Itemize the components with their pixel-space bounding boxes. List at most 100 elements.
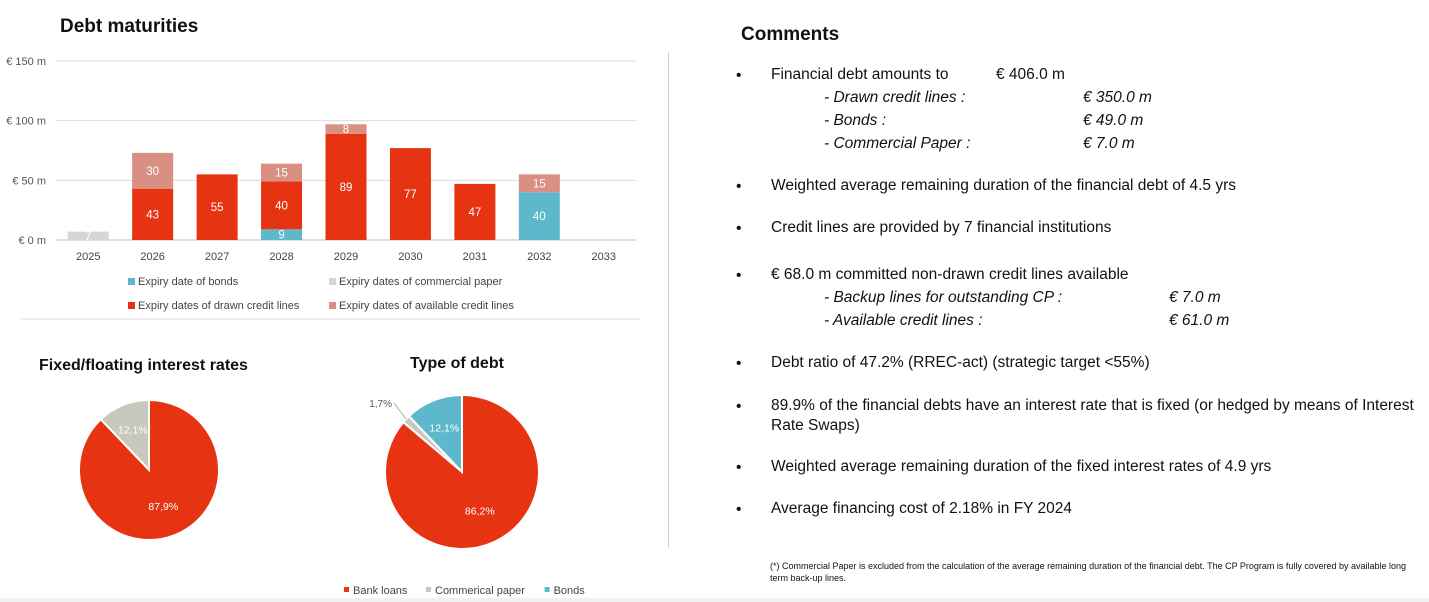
bar-data-label: 40: [275, 200, 288, 212]
comment-item: Financial debt amounts to € 406.0 m: [771, 65, 1421, 85]
breakdown-label: - Backup lines for outstanding CP :: [824, 289, 1063, 306]
pie-slice: [407, 393, 463, 475]
comment-value: € 406.0 m: [996, 66, 1065, 83]
bar-data-label: 8: [343, 124, 349, 136]
x-tick-label: 2025: [76, 251, 100, 263]
legend-swatch: [344, 587, 349, 592]
bar-segment: [389, 148, 431, 240]
type-of-debt-legend: Bank loans Commerical paper Bonds: [344, 585, 586, 597]
bar-segment: [261, 181, 303, 230]
x-tick-label: 2027: [205, 251, 229, 263]
comment-item: Weighted average remaining duration of t…: [771, 458, 1272, 475]
bullet-icon: •: [736, 398, 742, 415]
fixed-floating-title: Fixed/floating interest rates: [39, 357, 248, 374]
comment-item: Debt ratio of 47.2% (RREC-act) (strategi…: [771, 354, 1150, 371]
legend-swatch: [128, 278, 135, 285]
bullet-icon: •: [736, 267, 742, 284]
x-tick-label: 2026: [140, 251, 164, 263]
breakdown-value: € 49.0 m: [1083, 112, 1144, 129]
pie-data-label: 12,1%: [118, 425, 148, 437]
breakdown-label: - Commercial Paper :: [824, 135, 971, 152]
pie-data-label: 1,7%: [369, 399, 392, 410]
leader-line: [393, 402, 407, 420]
y-tick-label: € 50 m: [12, 175, 46, 187]
bar-data-label: 9: [278, 230, 284, 242]
bar-data-label: 77: [404, 189, 417, 201]
breakdown-label: - Bonds :: [824, 112, 887, 129]
bar-segment: [454, 183, 496, 240]
bullet-icon: •: [736, 220, 742, 237]
y-tick-label: € 150 m: [6, 56, 46, 68]
y-tick-label: € 0 m: [18, 235, 46, 247]
bar-segment: [196, 174, 238, 240]
vertical-divider: [668, 52, 669, 548]
legend-label: Expiry dates of available credit lines: [339, 300, 514, 312]
y-tick-label: € 100 m: [6, 116, 46, 128]
comment-item: Credit lines are provided by 7 financial…: [771, 219, 1112, 236]
bar-segment: [325, 133, 367, 240]
breakdown-value: € 61.0 m: [1169, 312, 1230, 329]
type-of-debt-pie: 1,7% 12,1% 86,2%: [369, 393, 540, 550]
bar-segment: [518, 174, 560, 193]
comment-item: Weighted average remaining duration of t…: [771, 177, 1236, 194]
legend-label: Expiry date of bonds: [138, 276, 239, 288]
x-tick-label: 2033: [592, 251, 616, 263]
breakdown-value: € 7.0 m: [1169, 289, 1221, 306]
breakdown-label: - Available credit lines :: [824, 312, 983, 329]
legend-label: Commerical paper: [435, 585, 525, 597]
x-tick-label: 2030: [398, 251, 422, 263]
bullet-icon: •: [736, 178, 742, 195]
bottom-bar: [0, 598, 1429, 602]
comment-item: 89.9% of the financial debts have an int…: [771, 397, 1414, 434]
legend-swatch: [329, 278, 336, 285]
x-tick-label: 2032: [527, 251, 551, 263]
bullet-icon: •: [736, 67, 742, 84]
legend-label: Expiry dates of commercial paper: [339, 276, 503, 288]
bar-segment: [261, 163, 303, 182]
x-tick-label: 2029: [334, 251, 358, 263]
bullet-icon: •: [736, 501, 742, 518]
bullet-icon: •: [736, 355, 742, 372]
bar-data-label: 43: [146, 209, 159, 221]
legend-swatch: [128, 302, 135, 309]
breakdown-value: € 7.0 m: [1083, 135, 1135, 152]
legend-label: Expiry dates of drawn credit lines: [138, 300, 300, 312]
fixed-floating-pie: 12,1% 87,9%: [78, 398, 220, 541]
pie-slice: [78, 398, 220, 541]
bar-data-label: 89: [340, 182, 353, 194]
comment-text: Financial debt amounts to: [771, 66, 949, 83]
bar-data-label: 7: [85, 231, 91, 243]
debt-maturities-chart: € 0 m € 50 m € 100 m € 150 m 7 2025 43 30 2026 55…: [6, 56, 640, 320]
legend-label: Bank loans: [353, 585, 408, 597]
bullet-icon: •: [736, 459, 742, 476]
bar-data-label: 55: [211, 202, 224, 214]
comment-item: Average financing cost of 2.18% in FY 20…: [771, 500, 1073, 517]
type-of-debt-title: Type of debt: [410, 355, 504, 372]
bar-segment: [261, 229, 303, 240]
legend-swatch: [426, 587, 431, 592]
bar-segment: [67, 231, 109, 240]
pie-slice: [384, 393, 540, 550]
bar-data-label: 15: [275, 168, 288, 180]
footnote: (*) Commercial Paper is excluded from th…: [770, 561, 1406, 583]
comment-item: € 68.0 m committed non-drawn credit line…: [771, 266, 1129, 283]
breakdown-label: - Drawn credit lines :: [824, 89, 966, 106]
breakdown-value: € 350.0 m: [1083, 89, 1152, 106]
bar-data-label: 47: [468, 207, 481, 219]
bar-data-label: 30: [146, 166, 159, 178]
comments-title: Comments: [741, 24, 840, 45]
x-tick-label: 2031: [463, 251, 487, 263]
legend-label: Bonds: [554, 585, 586, 597]
legend-swatch: [329, 302, 336, 309]
bar-data-label: 40: [533, 211, 546, 223]
pie-data-label: 12,1%: [429, 423, 459, 435]
bar-segment: [518, 192, 560, 240]
pie-data-label: 86,2%: [465, 505, 495, 517]
bar-segment: [325, 124, 367, 134]
bar-segment: [132, 188, 174, 240]
bar-segment: [132, 152, 174, 189]
pie-data-label: 87,9%: [148, 501, 178, 513]
legend-swatch: [544, 587, 550, 592]
debt-maturities-title: Debt maturities: [60, 16, 199, 37]
x-tick-label: 2028: [269, 251, 293, 263]
